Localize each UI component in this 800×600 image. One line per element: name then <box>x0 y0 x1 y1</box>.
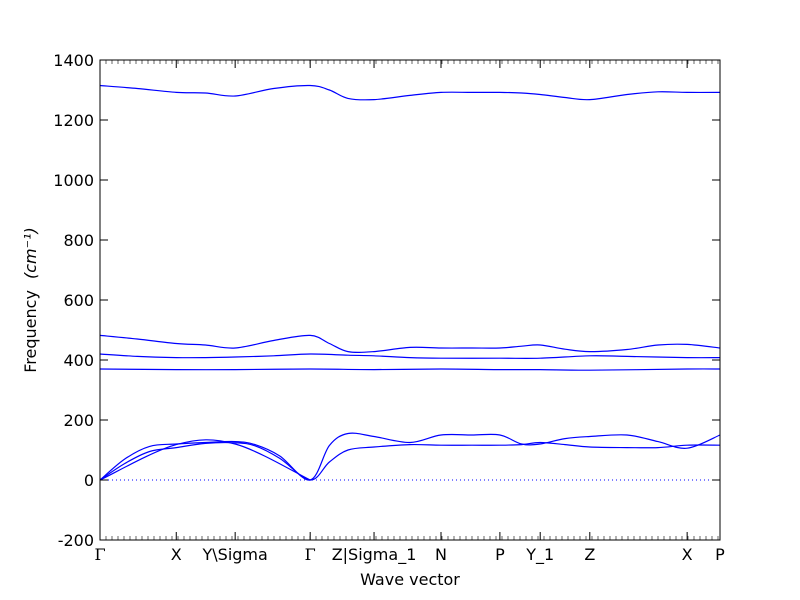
x-tick-label: X <box>171 545 182 564</box>
y-tick-label: 600 <box>63 291 94 310</box>
x-tick-label: Γ <box>305 545 316 564</box>
band-line-7 <box>99 439 311 481</box>
band-line-5 <box>99 432 721 481</box>
y-tick-label: -200 <box>58 531 94 550</box>
x-tick-label: X <box>682 545 693 564</box>
x-tick-label: Y\Sigma <box>202 545 268 564</box>
x-tick-label: Z|Sigma_1 <box>332 545 417 565</box>
x-ticks: Γ X Y\Sigma Γ Z|Sigma_1 N P Y_1 Z X P <box>94 60 725 565</box>
band-line-6 <box>99 441 721 481</box>
x-tick-label: P <box>715 545 725 564</box>
y-tick-label: 1400 <box>53 51 94 70</box>
y-tick-label: 1000 <box>53 171 94 190</box>
y-tick-label: 200 <box>63 411 94 430</box>
x-axis-label: Wave vector <box>360 570 460 589</box>
y-axis-label-text: Frequency <box>21 290 40 373</box>
x-tick-label: P <box>495 545 505 564</box>
band-line-3 <box>99 353 721 359</box>
x-tick-label: Γ <box>94 545 105 564</box>
band-line-2 <box>99 334 721 353</box>
x-tick-label: N <box>435 545 447 564</box>
y-ticks: -200 0 200 400 600 800 1000 1200 1400 <box>53 51 720 550</box>
x-tick-label: Y_1 <box>525 545 554 565</box>
y-tick-label: 0 <box>84 471 94 490</box>
y-tick-label: 800 <box>63 231 94 250</box>
y-axis-label: Frequency (cm⁻¹) <box>21 227 40 372</box>
minor-ticks <box>105 60 719 540</box>
series-group <box>99 84 721 481</box>
band-line-1 <box>99 84 721 101</box>
y-tick-label: 400 <box>63 351 94 370</box>
band-line-4 <box>99 368 721 371</box>
y-axis-label-unit: (cm⁻¹) <box>21 227 40 279</box>
y-tick-label: 1200 <box>53 111 94 130</box>
plot-background <box>100 60 720 540</box>
x-tick-label: Z <box>584 545 595 564</box>
